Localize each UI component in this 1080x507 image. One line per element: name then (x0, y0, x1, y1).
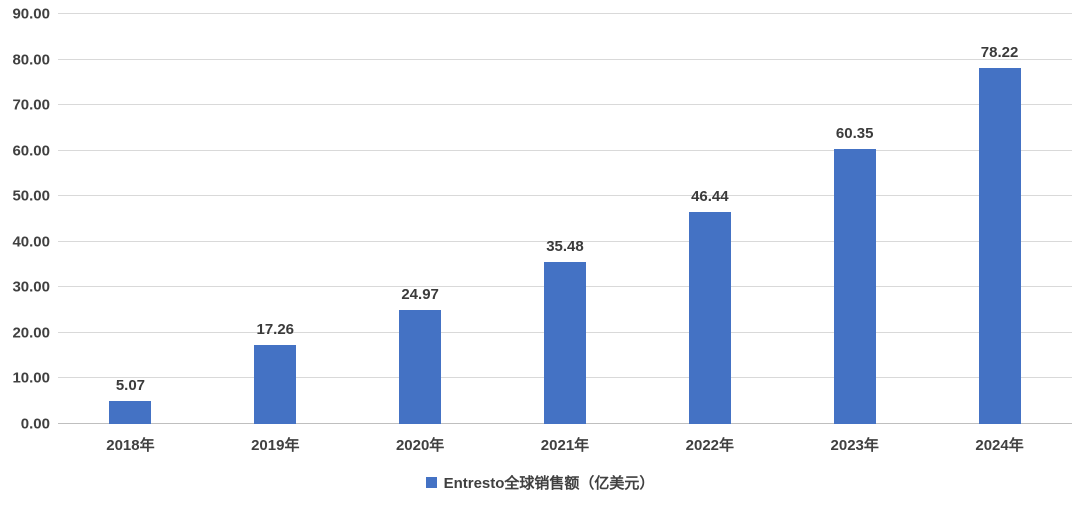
x-tick-label: 2020年 (395, 437, 445, 454)
y-axis: 0.00 10.00 20.00 30.00 40.00 50.00 60.00 70.00 8… (0, 0, 50, 507)
y-tick-label: 80.00 (12, 51, 50, 69)
y-tick-label: 40.00 (12, 233, 50, 251)
x-axis: 2018年 2019年 2020年 2021年 2022年 2023年 2024年 (58, 424, 1072, 458)
gridline (58, 149, 1072, 151)
bar-value-label: 24.97 (401, 286, 439, 304)
gridline (58, 13, 1072, 14)
x-tick-label: 2024年 (975, 437, 1024, 454)
x-tick-label: 2018年 (106, 437, 155, 454)
bar (978, 67, 1021, 424)
legend-label: Entresto全球销售额（亿美元） (443, 475, 655, 492)
bar-value-label: 78.22 (980, 43, 1019, 61)
bar (399, 310, 442, 424)
gridline (58, 104, 1072, 106)
x-tick-label: 2023年 (830, 437, 879, 454)
y-tick-label: 20.00 (12, 324, 50, 342)
y-tick-label: 10.00 (12, 369, 50, 387)
x-tick-label: 2021年 (540, 437, 590, 454)
x-tick-label: 2022年 (685, 437, 735, 454)
y-tick-label: 30.00 (12, 278, 50, 296)
gridline (58, 240, 1072, 242)
bar-value-label: 17.26 (256, 321, 295, 339)
y-tick-label: 70.00 (12, 96, 50, 114)
bar-value-label: 46.44 (691, 188, 729, 206)
bar-value-label: 60.35 (835, 125, 874, 143)
bar-value-label: 35.48 (546, 238, 584, 256)
bar (688, 212, 731, 424)
bar (833, 149, 876, 424)
legend: Entresto全球销售额（亿美元） (0, 472, 1080, 493)
y-tick-label: 50.00 (12, 187, 50, 205)
gridline (58, 195, 1072, 197)
gridline (58, 58, 1072, 60)
bar (544, 262, 586, 424)
y-tick-label: 90.00 (12, 5, 50, 23)
y-tick-label: 60.00 (12, 142, 50, 160)
legend-marker-icon (425, 477, 437, 488)
plot-area: 5.07 17.26 24.97 35.48 46.44 60.35 78.22 (58, 13, 1072, 424)
bar-value-label: 5.07 (115, 376, 146, 394)
y-tick-label: 0.00 (20, 415, 50, 433)
x-tick-label: 2019年 (251, 437, 300, 454)
bar (254, 345, 297, 424)
bar (109, 400, 152, 424)
